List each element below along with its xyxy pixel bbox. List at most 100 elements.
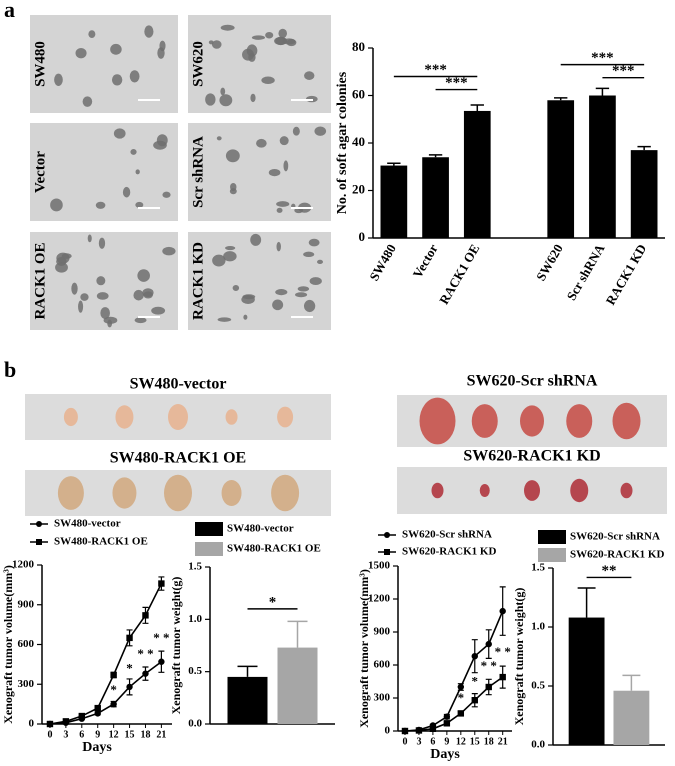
scale-bar (138, 316, 160, 318)
colony (220, 24, 235, 31)
marker (94, 704, 101, 712)
colony (317, 259, 323, 264)
colony (134, 317, 147, 324)
colony (95, 201, 106, 209)
scale-bar (291, 99, 313, 101)
x-tick-label: 12 (109, 729, 119, 740)
error-bar (554, 97, 568, 101)
colony (241, 295, 255, 304)
colony (54, 73, 63, 86)
marker (142, 612, 149, 619)
x-axis-label: Days (430, 747, 460, 762)
tumor (620, 482, 633, 499)
y-tick-label: 600 (374, 659, 391, 671)
colony (225, 149, 240, 163)
colony (130, 148, 137, 155)
legend-label: SW620-Scr shRNA (570, 531, 660, 543)
legend-label: SW620-Scr shRNA (402, 529, 492, 541)
x-tick-label: 9 (95, 729, 100, 740)
x-tick-label: 3 (63, 729, 68, 740)
marker (110, 700, 117, 708)
tumor (419, 397, 456, 445)
colony (162, 191, 171, 198)
x-tick-label: 0 (47, 729, 52, 740)
colony (133, 289, 144, 301)
colony (283, 160, 289, 172)
marker (443, 720, 451, 727)
error-bar (470, 104, 484, 111)
y-tick-label: 900 (374, 626, 391, 638)
tumor (566, 404, 593, 438)
legend-marker (384, 532, 390, 538)
colony (111, 74, 123, 86)
x-tick-label: 18 (484, 736, 494, 747)
significance-label: *** (445, 75, 468, 91)
colony (208, 40, 214, 45)
colony (217, 317, 232, 322)
colony (80, 293, 89, 301)
y-tick-label: 0 (359, 229, 366, 244)
colony (78, 300, 84, 313)
x-tick-label: 21 (498, 736, 508, 747)
bar (227, 676, 268, 724)
tumor (168, 404, 188, 430)
photo-title: SW620-Scr shRNA (467, 373, 598, 390)
error-bar (237, 665, 258, 677)
colony (103, 316, 118, 324)
colony (82, 96, 93, 107)
error-bar (637, 145, 651, 151)
colony (309, 277, 322, 285)
significance-label: * * (153, 630, 169, 645)
marker (78, 712, 85, 720)
y-tick-label: 1200 (12, 559, 35, 571)
y-tick-label: 0.0 (188, 718, 202, 730)
panel-label: a (4, 0, 15, 22)
x-tick-label: 6 (430, 736, 435, 747)
x-tick-label: Vector (410, 241, 441, 280)
significance-label: * * (137, 646, 153, 661)
colony (96, 276, 106, 286)
colony (96, 292, 109, 300)
y-tick-label: 1500 (368, 560, 391, 572)
bar (589, 95, 616, 238)
significance-label: * (458, 690, 465, 705)
tumor (612, 402, 641, 440)
tumor (520, 405, 544, 437)
scale-bar (138, 207, 160, 209)
legend-marker (36, 521, 42, 527)
x-tick-label: 15 (125, 729, 135, 740)
colony (297, 286, 310, 292)
marker (158, 658, 165, 665)
colony (268, 168, 281, 177)
x-tick-label: 9 (444, 736, 449, 747)
photo-title: SW480-vector (130, 376, 227, 393)
tumor (221, 480, 242, 506)
y-tick-label: 1.5 (531, 562, 545, 574)
bar (380, 165, 408, 238)
error-bar (387, 162, 401, 166)
tumor (115, 405, 134, 429)
legend-label: SW620-RACK1 KD (570, 549, 664, 561)
marker (126, 683, 133, 691)
significance-label: * * (495, 644, 511, 659)
x-axis-label: Days (82, 740, 112, 755)
colony (251, 35, 266, 40)
colony (256, 138, 267, 148)
marker (499, 673, 506, 681)
colony (144, 25, 154, 38)
colony (232, 284, 240, 291)
y-tick-label: 600 (18, 638, 35, 650)
significance-label: * (472, 674, 479, 689)
colony (50, 198, 63, 212)
significance-label: * (110, 682, 117, 697)
y-axis-label: No. of soft agar colonies (335, 71, 350, 214)
colony (75, 48, 87, 59)
y-tick-label: 80 (352, 39, 365, 54)
colony (55, 262, 68, 273)
legend-swatch (538, 530, 566, 544)
colony (275, 289, 288, 296)
legend-label: SW480-vector (227, 523, 294, 535)
significance-label: *** (612, 63, 635, 79)
y-axis-label: Xenograft tumor weight(g) (512, 588, 526, 726)
